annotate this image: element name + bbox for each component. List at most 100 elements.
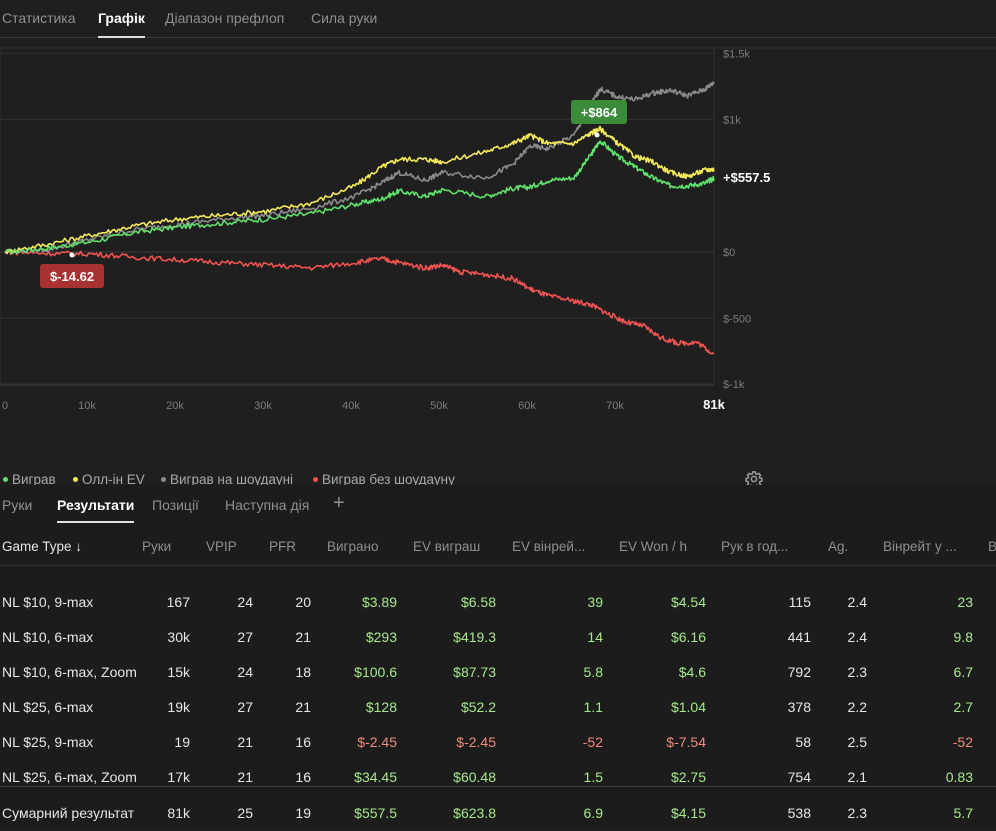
tab-statistics[interactable]: Статистика — [2, 10, 76, 26]
table-cell: 27 — [237, 629, 253, 645]
max-badge-text: +$864 — [581, 105, 618, 120]
table-cell: $557.5 — [354, 805, 397, 821]
table-cell: $4.15 — [670, 805, 706, 821]
legend-item-allin-ev[interactable]: Олл-ін EV — [73, 472, 145, 487]
x-tick-label: 81k — [703, 397, 725, 412]
column-header[interactable]: Рук в год... — [721, 539, 789, 554]
table-cell: $2.75 — [670, 769, 706, 785]
table-cell: 14 — [587, 629, 603, 645]
table-cell: $3.89 — [361, 594, 397, 610]
table-cell: $6.58 — [460, 594, 496, 610]
tab-graph[interactable]: Графік — [98, 10, 145, 38]
legend-dot-icon — [3, 476, 8, 482]
table-cell: NL $10, 6-max — [2, 629, 94, 645]
table-cell: NL $10, 6-max, Zoom — [2, 664, 137, 680]
table-cell: 19k — [167, 699, 190, 715]
table-cell: 2.4 — [847, 594, 867, 610]
table-cell: 2.4 — [847, 629, 867, 645]
table-cell: 25 — [237, 805, 253, 821]
table-cell: $87.73 — [453, 664, 496, 680]
legend-item-won-no-showdown[interactable]: Виграв без шоудауну — [313, 472, 455, 487]
table-cell: NL $25, 6-max, Zoom — [2, 769, 137, 785]
tab-hand-strength[interactable]: Сила руки — [311, 10, 378, 26]
table-cell: $6.16 — [670, 629, 706, 645]
table-cell: 2.3 — [847, 805, 867, 821]
table-cell: 754 — [787, 769, 811, 785]
series-won-line — [4, 140, 715, 255]
max-badge: +$864 — [571, 100, 627, 124]
table-cell: $-2.45 — [357, 734, 397, 750]
graph-panel: $1.5k $1k $0 $-500 $-1k 0 10k 20k 30k 40k 50k 60k 70… — [0, 38, 996, 488]
table-cell: 1.1 — [583, 699, 603, 715]
table-cell: 20 — [295, 594, 311, 610]
table-cell: 2.2 — [847, 699, 867, 715]
tab-preflop-range[interactable]: Діапазон префлоп — [165, 10, 285, 26]
tab-hands[interactable]: Руки — [2, 497, 33, 513]
column-header[interactable]: PFR — [269, 539, 296, 554]
table-cell: 2.7 — [953, 699, 973, 715]
table-cell: 23 — [957, 594, 973, 610]
series-won-no-showdown-line — [4, 249, 715, 355]
table-cell: 39 — [587, 594, 603, 610]
table-row[interactable]: NL $10, 6-max, Zoom 15k 24 18 $100.6 $87.73 5.… — [0, 655, 996, 690]
legend-item-won-showdown[interactable]: Виграв на шоудауні — [161, 472, 293, 487]
min-badge-bg — [40, 264, 104, 288]
table-row[interactable]: NL $10, 6-max 30k 27 21 $293 $419.3 14 $6.16 441… — [0, 620, 996, 655]
table-row[interactable]: NL $25, 6-max 19k 27 21 $128 $52.2 1.1 $1.04 378… — [0, 690, 996, 725]
results-chart: $1.5k $1k $0 $-500 $-1k 0 10k 20k 30k 40k 50k 60k 70… — [0, 47, 996, 412]
table-cell: 17k — [167, 769, 190, 785]
table-cell: 115 — [788, 594, 811, 610]
table-total-row[interactable]: Сумарний результат 81k 25 19 $557.5 $623.8 6.9… — [0, 796, 996, 831]
x-tick-label: 0 — [2, 400, 8, 412]
table-cell: $623.8 — [453, 805, 496, 821]
table-cell: 81k — [167, 805, 190, 821]
divider — [0, 786, 996, 787]
legend-dot-icon — [161, 476, 166, 482]
column-header[interactable]: VPIP — [206, 539, 237, 554]
tab-next-action[interactable]: Наступна дія — [225, 497, 310, 513]
column-header[interactable]: Ag. — [828, 539, 849, 554]
column-header[interactable]: Вінрейт у ... — [883, 539, 957, 554]
y-tick-label: $-1k — [723, 379, 745, 391]
table-cell: 1.5 — [583, 769, 603, 785]
column-header[interactable]: EV виграш — [413, 539, 481, 554]
add-tab-button[interactable]: + — [333, 492, 345, 514]
table-cell: 538 — [787, 805, 811, 821]
x-tick-label: 20k — [166, 400, 184, 412]
tab-positions[interactable]: Позиції — [152, 497, 199, 513]
end-value-label: +$557.5 — [723, 170, 770, 185]
table-cell: -52 — [952, 734, 973, 750]
tab-results[interactable]: Результати — [57, 497, 135, 523]
column-header[interactable]: Game Type ↓ — [2, 539, 83, 554]
legend-item-won[interactable]: Виграв — [3, 472, 56, 487]
x-tick-label: 50k — [430, 400, 448, 412]
top-tab-bar: Статистика Графік Діапазон префлоп Сила … — [0, 0, 996, 38]
y-tick-label: $-500 — [723, 313, 751, 325]
table-cell: $293 — [365, 629, 397, 645]
min-point-marker — [69, 252, 75, 258]
table-cell: 5.8 — [583, 664, 603, 680]
table-cell: 24 — [237, 594, 253, 610]
table-row[interactable]: NL $25, 6-max, Zoom 17k 21 16 $34.45 $60.48 1.… — [0, 760, 996, 795]
x-tick-label: 40k — [342, 400, 360, 412]
column-header[interactable]: EV Won / h — [619, 539, 688, 554]
column-header[interactable]: B — [988, 539, 996, 554]
table-row[interactable]: NL $25, 9-max 19 21 16 $-2.45 $-2.45 -52 $-7.54… — [0, 725, 996, 760]
y-tick-label: $0 — [723, 247, 735, 259]
table-cell: $52.2 — [460, 699, 496, 715]
table-cell: $-2.45 — [456, 734, 496, 750]
max-point-marker — [594, 132, 600, 138]
table-cell: 792 — [787, 664, 811, 680]
table-cell: 58 — [795, 734, 811, 750]
x-tick-label: 10k — [78, 400, 96, 412]
table-cell: 18 — [295, 664, 311, 680]
column-header[interactable]: EV вінрей... — [512, 539, 586, 554]
column-header[interactable]: Руки — [142, 539, 172, 554]
table-row[interactable]: NL $10, 9-max 167 24 20 $3.89 $6.58 39 $4.54 115… — [0, 585, 996, 620]
table-cell: 21 — [295, 629, 311, 645]
column-header[interactable]: Виграно — [327, 539, 379, 554]
max-badge-bg — [571, 100, 627, 124]
table-cell: 6.9 — [583, 805, 603, 821]
y-tick-label: $1k — [723, 115, 741, 127]
table-cell: $419.3 — [453, 629, 496, 645]
